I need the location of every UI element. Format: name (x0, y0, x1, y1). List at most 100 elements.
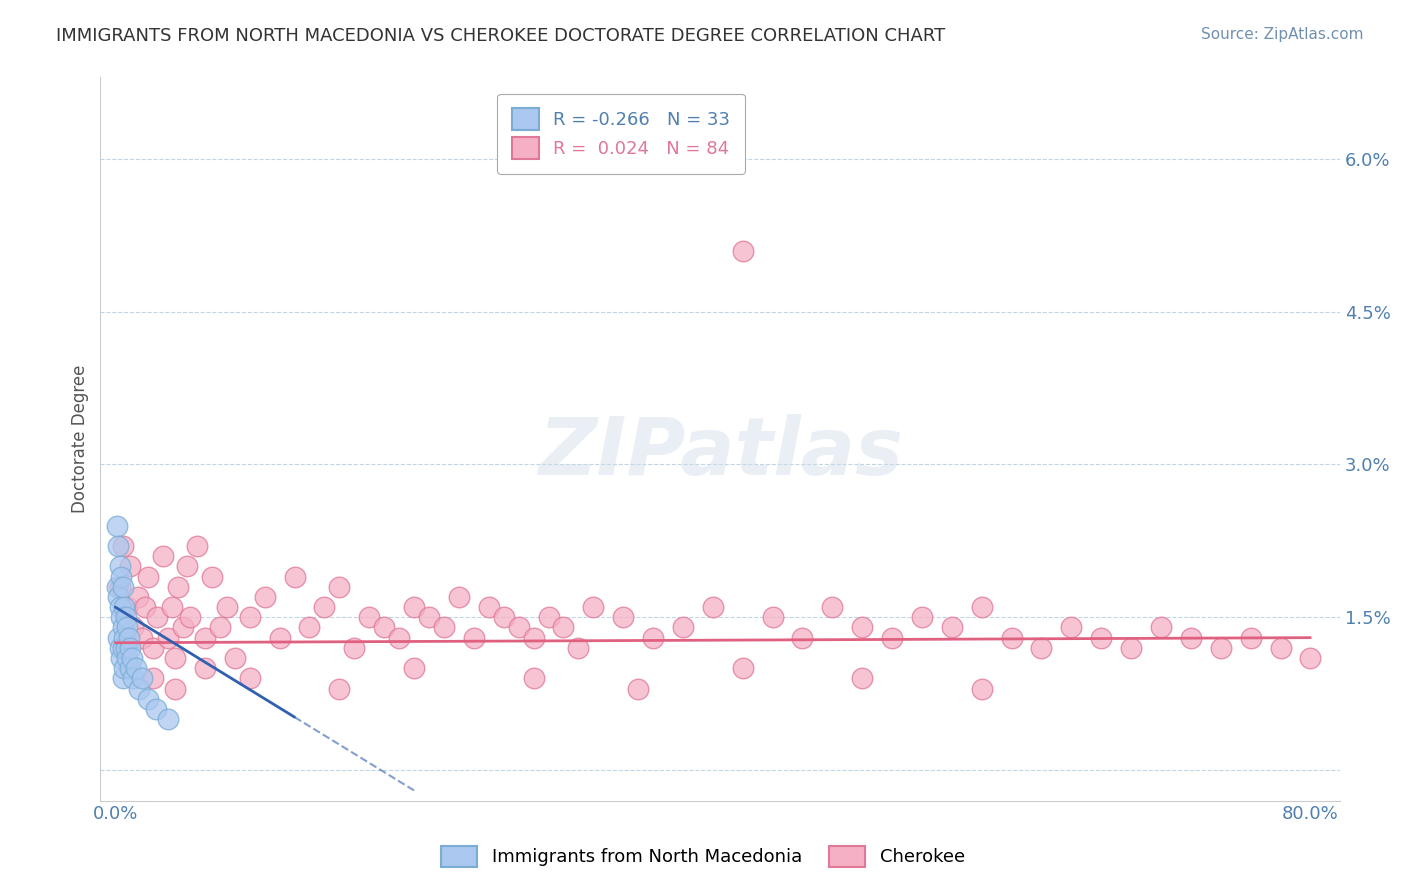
Point (107, 631, 129, 645)
Point (111, 640, 134, 655)
Point (108, 580, 131, 594)
Point (1119, 640, 1142, 655)
Point (111, 620, 134, 634)
Text: IMMIGRANTS FROM NORTH MACEDONIA VS CHEROKEE DOCTORATE DEGREE CORRELATION CHART: IMMIGRANTS FROM NORTH MACEDONIA VS CHERO… (56, 27, 945, 45)
Point (194, 661, 217, 675)
Point (553, 620, 575, 634)
Point (253, 590, 276, 604)
Point (121, 651, 143, 665)
Point (115, 620, 138, 634)
Point (208, 620, 231, 634)
Point (115, 600, 138, 615)
Point (970, 681, 993, 696)
Text: ZIPatlas: ZIPatlas (538, 415, 903, 492)
Point (136, 569, 159, 583)
Point (110, 569, 132, 583)
Point (970, 600, 993, 615)
Point (239, 672, 262, 686)
Point (108, 640, 131, 655)
Point (298, 620, 321, 634)
Point (156, 631, 179, 645)
Point (463, 631, 485, 645)
Point (127, 590, 149, 604)
Point (239, 610, 262, 624)
Point (112, 631, 135, 645)
Point (612, 610, 634, 624)
Point (105, 518, 128, 533)
Point (136, 691, 159, 706)
Point (731, 244, 754, 258)
Point (433, 620, 456, 634)
Point (359, 610, 381, 624)
Point (108, 600, 131, 615)
Point (537, 610, 560, 624)
Point (108, 559, 131, 574)
Point (641, 631, 664, 645)
Point (1000, 631, 1022, 645)
Point (1180, 631, 1202, 645)
Point (269, 631, 291, 645)
Point (120, 661, 142, 675)
Point (107, 590, 129, 604)
Point (194, 631, 217, 645)
Point (522, 672, 544, 686)
Point (880, 631, 903, 645)
Point (492, 610, 515, 624)
Point (186, 539, 208, 553)
Point (120, 559, 142, 574)
Point (160, 600, 183, 615)
Point (145, 702, 167, 716)
Point (134, 600, 156, 615)
Point (114, 610, 136, 624)
Point (851, 620, 873, 634)
Point (792, 631, 814, 645)
Point (167, 580, 190, 594)
Point (1060, 620, 1083, 634)
Point (402, 600, 425, 615)
Point (122, 620, 145, 634)
Point (111, 580, 134, 594)
Point (114, 640, 136, 655)
Point (1031, 640, 1053, 655)
Text: Source: ZipAtlas.com: Source: ZipAtlas.com (1201, 27, 1364, 42)
Point (156, 712, 179, 726)
Point (314, 600, 336, 615)
Point (163, 651, 186, 665)
Point (1090, 631, 1112, 645)
Point (941, 620, 963, 634)
Point (1239, 631, 1261, 645)
Point (172, 620, 194, 634)
Point (115, 651, 138, 665)
Point (731, 661, 754, 675)
Point (110, 651, 132, 665)
Point (582, 600, 605, 615)
Y-axis label: Doctorate Degree: Doctorate Degree (72, 365, 89, 513)
Point (111, 672, 134, 686)
Point (120, 640, 142, 655)
Point (328, 580, 350, 594)
Point (112, 600, 135, 615)
Point (328, 681, 350, 696)
Point (672, 620, 695, 634)
Point (373, 620, 395, 634)
Point (105, 580, 128, 594)
Point (125, 661, 148, 675)
Point (1209, 640, 1232, 655)
Point (201, 569, 224, 583)
Point (627, 681, 650, 696)
Legend: Immigrants from North Macedonia, Cherokee: Immigrants from North Macedonia, Cheroke… (434, 838, 972, 874)
Point (217, 600, 239, 615)
Point (283, 569, 305, 583)
Point (821, 600, 844, 615)
Point (761, 610, 783, 624)
Point (478, 600, 501, 615)
Point (402, 661, 425, 675)
Point (702, 600, 724, 615)
Point (131, 631, 153, 645)
Point (1270, 640, 1292, 655)
Point (567, 640, 589, 655)
Point (111, 539, 134, 553)
Point (508, 620, 530, 634)
Point (176, 559, 198, 574)
Point (163, 681, 186, 696)
